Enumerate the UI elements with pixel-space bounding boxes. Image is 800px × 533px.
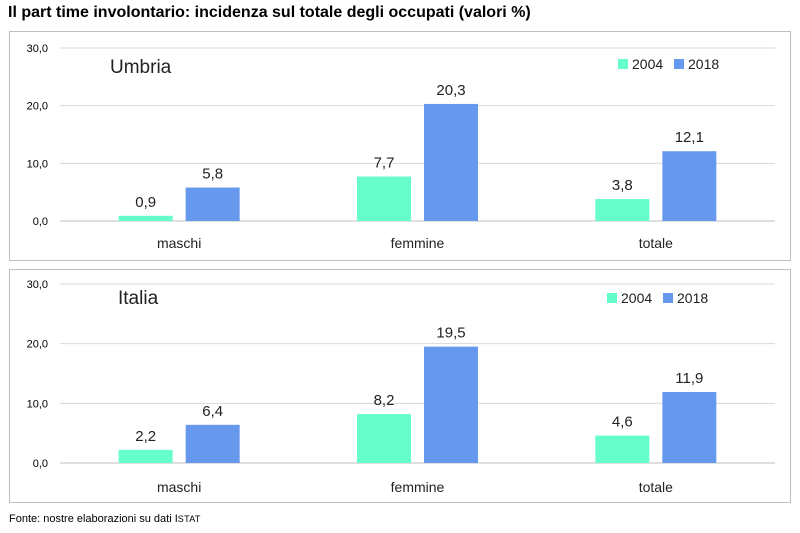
bar-totale-2004 [595,435,650,463]
bar-femmine-2018 [424,103,478,221]
y-tick-label: 30,0 [27,279,48,291]
data-label-totale-2004: 4,6 [612,414,633,431]
data-label-maschi-2004: 2,2 [135,428,156,445]
source-rest: STAT [177,514,201,524]
legend-swatch-2004 [607,293,617,303]
data-label-maschi-2018: 5,8 [202,166,223,183]
data-label-totale-2018: 12,1 [675,129,704,146]
bar-totale-2018 [662,151,717,221]
data-label-femmine-2004: 7,7 [374,155,395,172]
legend-label-2004: 2004 [621,290,652,306]
chart-main-title: Il part time involontario: incidenza sul… [8,4,531,21]
bar-chart-italia: 0,0 10,0 20,0 30,0 Italia 2004 2018 2,2 6,4 masch… [27,279,775,495]
bar-totale-2018 [662,391,717,463]
data-label-femmine-2018: 19,5 [436,325,465,342]
bar-femmine-2004 [357,176,411,221]
data-label-maschi-2018: 6,4 [202,403,223,420]
legend-swatch-2018 [674,59,684,69]
data-label-femmine-2004: 8,2 [374,392,395,409]
y-tick-label: 0,0 [33,216,48,228]
data-label-totale-2018: 11,9 [675,370,703,387]
y-tick-label: 20,0 [27,339,48,351]
chart-panel-umbria: 0,0 10,0 20,0 30,0 Umbria 2004 2018 0,9 5,8 masch… [9,31,791,261]
bar-chart-umbria: 0,0 10,0 20,0 30,0 Umbria 2004 2018 0,9 5,8 masch… [27,43,775,251]
data-label-totale-2004: 3,8 [612,177,633,194]
y-tick-label: 10,0 [27,398,48,410]
legend-swatch-2018 [663,293,673,303]
category-label-maschi: maschi [157,235,201,251]
bar-maschi-2004 [118,215,173,221]
category-label-femmine: femmine [391,479,445,495]
source-initial: I [174,513,178,525]
source-prefix: Fonte: nostre elaborazioni su dati [9,513,175,525]
y-tick-label: 30,0 [27,43,48,55]
bar-femmine-2004 [357,414,411,463]
bar-totale-2004 [595,199,650,221]
legend-label-2018: 2018 [688,56,719,72]
category-label-totale: totale [639,235,673,251]
y-tick-label: 10,0 [27,158,48,170]
bar-femmine-2018 [424,346,478,463]
bar-maschi-2018 [185,187,240,221]
legend-label-2018: 2018 [677,290,708,306]
chart-panel-italia: 0,0 10,0 20,0 30,0 Italia 2004 2018 2,2 6,4 masch… [9,269,791,503]
source-note: Fonte: nostre elaborazioni su dati ISTAT [9,513,201,525]
bar-maschi-2018 [185,424,240,463]
panel-title: Umbria [110,57,172,78]
category-label-femmine: femmine [391,235,445,251]
y-tick-label: 0,0 [33,458,48,470]
category-label-maschi: maschi [157,479,201,495]
bar-maschi-2004 [118,449,173,463]
data-label-femmine-2018: 20,3 [436,82,465,99]
y-tick-label: 20,0 [27,101,48,113]
panel-title: Italia [118,288,159,309]
legend-label-2004: 2004 [632,56,663,72]
data-label-maschi-2004: 0,9 [135,194,156,211]
legend-swatch-2004 [618,59,628,69]
category-label-totale: totale [639,479,673,495]
